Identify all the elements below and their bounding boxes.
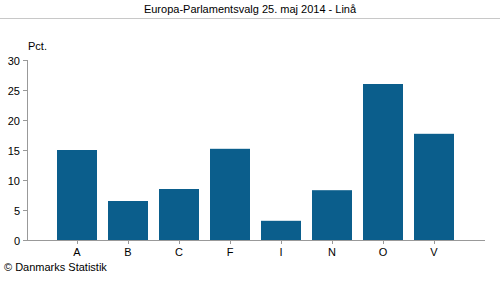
chart: Europa-Parlamentsvalg 25. maj 2014 - Lin… <box>0 0 500 282</box>
y-axis-label: Pct. <box>28 40 47 52</box>
bar <box>108 201 148 240</box>
y-tick <box>23 210 27 211</box>
source: © Danmarks Statistik <box>4 261 107 273</box>
x-tick-label: A <box>73 246 81 258</box>
bar <box>57 150 97 240</box>
x-tick-label: V <box>430 246 438 258</box>
bar <box>312 190 352 240</box>
y-tick <box>23 240 27 241</box>
y-tick-label: 0 <box>14 235 20 247</box>
y-tick <box>23 180 27 181</box>
x-tick-label: O <box>379 246 388 258</box>
y-tick <box>23 60 27 61</box>
y-tick-label: 30 <box>8 55 20 67</box>
bar <box>210 149 250 240</box>
x-axis <box>27 240 485 241</box>
y-tick-label: 20 <box>8 115 20 127</box>
y-tick-label: 5 <box>14 205 20 217</box>
x-tick-label: B <box>124 246 131 258</box>
title-rule <box>0 18 500 19</box>
y-tick-label: 10 <box>8 175 20 187</box>
bar <box>159 189 199 240</box>
x-tick-label: N <box>328 246 336 258</box>
y-tick <box>23 90 27 91</box>
y-tick <box>23 150 27 151</box>
y-tick-label: 25 <box>8 85 20 97</box>
bars <box>57 84 454 240</box>
x-tick-label: F <box>227 246 234 258</box>
bar <box>414 134 454 240</box>
y-tick-label: 15 <box>8 145 20 157</box>
y-tick <box>23 120 27 121</box>
x-tick-label: I <box>279 246 282 258</box>
y-axis <box>27 60 28 240</box>
x-tick-label: C <box>175 246 183 258</box>
title: Europa-Parlamentsvalg 25. maj 2014 - Lin… <box>144 3 357 15</box>
bar <box>363 84 403 240</box>
bar <box>261 221 301 240</box>
